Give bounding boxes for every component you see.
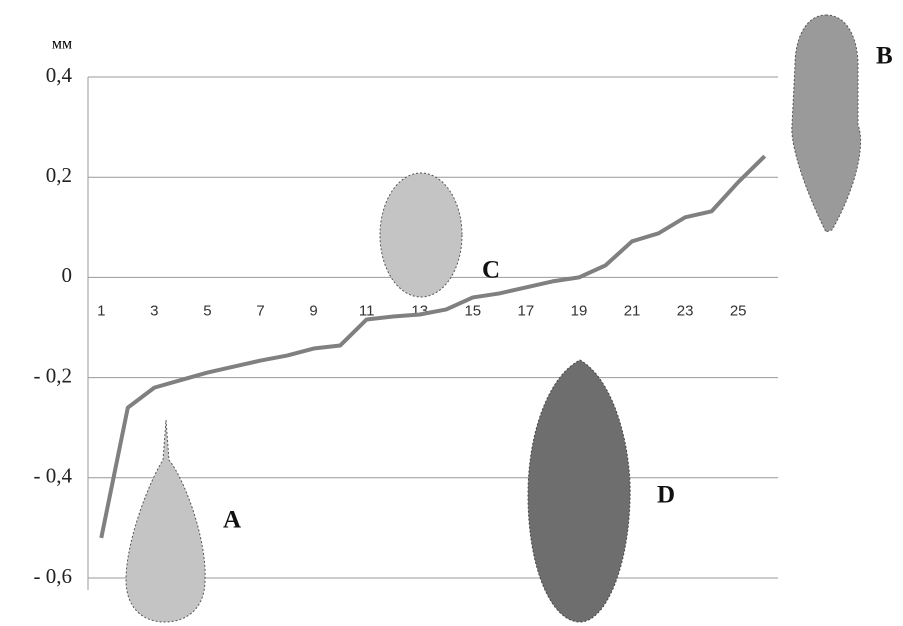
y-tick-label: 0,2 <box>46 163 72 187</box>
shape-a <box>125 419 206 623</box>
x-tick-label: 3 <box>150 302 158 319</box>
x-tick-label: 11 <box>359 302 375 319</box>
x-tick-label: 17 <box>518 302 535 319</box>
x-tick-label: 7 <box>256 302 264 319</box>
shape-c <box>379 172 463 298</box>
annotation: D <box>657 482 675 509</box>
y-tick-label: 0,4 <box>46 63 73 87</box>
y-tick-label: 0 <box>62 263 73 287</box>
x-tick-label: 1 <box>97 302 105 319</box>
x-tick-label: 21 <box>624 302 641 319</box>
annotation: C <box>482 257 500 284</box>
x-tick-label: 23 <box>677 302 694 319</box>
x-tick-label: 19 <box>571 302 588 319</box>
x-tick-label: 9 <box>309 302 317 319</box>
y-axis-unit: мм <box>52 36 72 53</box>
x-tick-label: 5 <box>203 302 211 319</box>
annotation: B <box>876 43 893 70</box>
shape-b <box>791 14 862 233</box>
x-tick-label: 25 <box>730 302 747 319</box>
x-tick-label: 15 <box>464 302 481 319</box>
data-line <box>99 154 767 539</box>
y-tick-label: - 0,6 <box>34 564 73 588</box>
shape-d <box>527 359 631 623</box>
annotation: A <box>223 507 241 534</box>
y-tick-label: - 0,2 <box>34 363 73 387</box>
y-tick-label: - 0,4 <box>34 464 73 488</box>
